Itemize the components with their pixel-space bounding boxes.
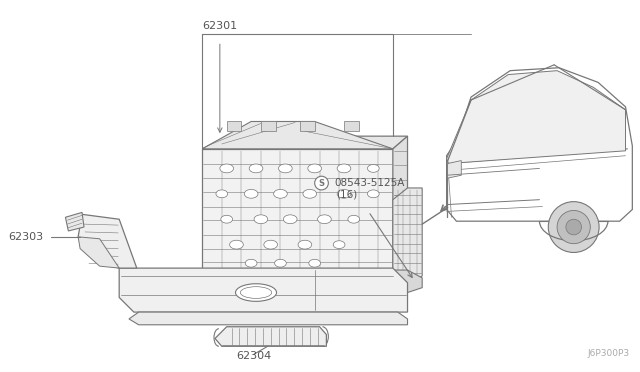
Ellipse shape bbox=[274, 189, 287, 198]
Circle shape bbox=[566, 219, 582, 235]
Ellipse shape bbox=[249, 164, 263, 173]
Polygon shape bbox=[227, 122, 241, 131]
Polygon shape bbox=[447, 68, 632, 221]
Polygon shape bbox=[119, 268, 408, 312]
Ellipse shape bbox=[333, 241, 345, 248]
Ellipse shape bbox=[309, 259, 321, 267]
Ellipse shape bbox=[367, 164, 379, 172]
Ellipse shape bbox=[337, 164, 351, 173]
Ellipse shape bbox=[264, 240, 278, 249]
Text: J6P300P3: J6P300P3 bbox=[588, 349, 629, 358]
Ellipse shape bbox=[254, 215, 268, 224]
Ellipse shape bbox=[245, 259, 257, 267]
Polygon shape bbox=[447, 71, 625, 164]
Polygon shape bbox=[202, 122, 393, 149]
Polygon shape bbox=[300, 122, 315, 131]
Ellipse shape bbox=[308, 164, 321, 173]
Text: 62301: 62301 bbox=[202, 21, 237, 31]
Polygon shape bbox=[344, 122, 358, 131]
Circle shape bbox=[557, 211, 590, 244]
Polygon shape bbox=[129, 312, 408, 325]
Ellipse shape bbox=[337, 189, 351, 198]
Polygon shape bbox=[202, 136, 408, 149]
Polygon shape bbox=[447, 161, 461, 178]
Ellipse shape bbox=[244, 189, 258, 198]
Ellipse shape bbox=[284, 215, 297, 224]
Ellipse shape bbox=[298, 240, 312, 249]
Circle shape bbox=[548, 202, 599, 253]
Ellipse shape bbox=[367, 190, 379, 198]
Ellipse shape bbox=[241, 287, 271, 298]
Polygon shape bbox=[261, 122, 276, 131]
Ellipse shape bbox=[348, 215, 360, 223]
Polygon shape bbox=[393, 136, 408, 276]
Text: (16): (16) bbox=[336, 190, 357, 200]
Ellipse shape bbox=[221, 215, 232, 223]
Ellipse shape bbox=[216, 190, 228, 198]
Text: 08543-5125A: 08543-5125A bbox=[334, 178, 404, 188]
Ellipse shape bbox=[317, 215, 332, 224]
Circle shape bbox=[315, 176, 328, 190]
Polygon shape bbox=[202, 149, 393, 276]
Polygon shape bbox=[78, 237, 119, 268]
Ellipse shape bbox=[278, 164, 292, 173]
Ellipse shape bbox=[275, 259, 286, 267]
Polygon shape bbox=[393, 188, 422, 288]
Polygon shape bbox=[215, 327, 326, 346]
Text: 62304: 62304 bbox=[236, 351, 272, 361]
Polygon shape bbox=[78, 214, 137, 268]
Polygon shape bbox=[393, 270, 422, 292]
Polygon shape bbox=[65, 212, 84, 231]
Text: 62303: 62303 bbox=[8, 232, 43, 242]
Ellipse shape bbox=[303, 189, 317, 198]
Ellipse shape bbox=[236, 284, 276, 301]
Text: S: S bbox=[319, 179, 324, 187]
Ellipse shape bbox=[230, 240, 243, 249]
Ellipse shape bbox=[220, 164, 234, 173]
